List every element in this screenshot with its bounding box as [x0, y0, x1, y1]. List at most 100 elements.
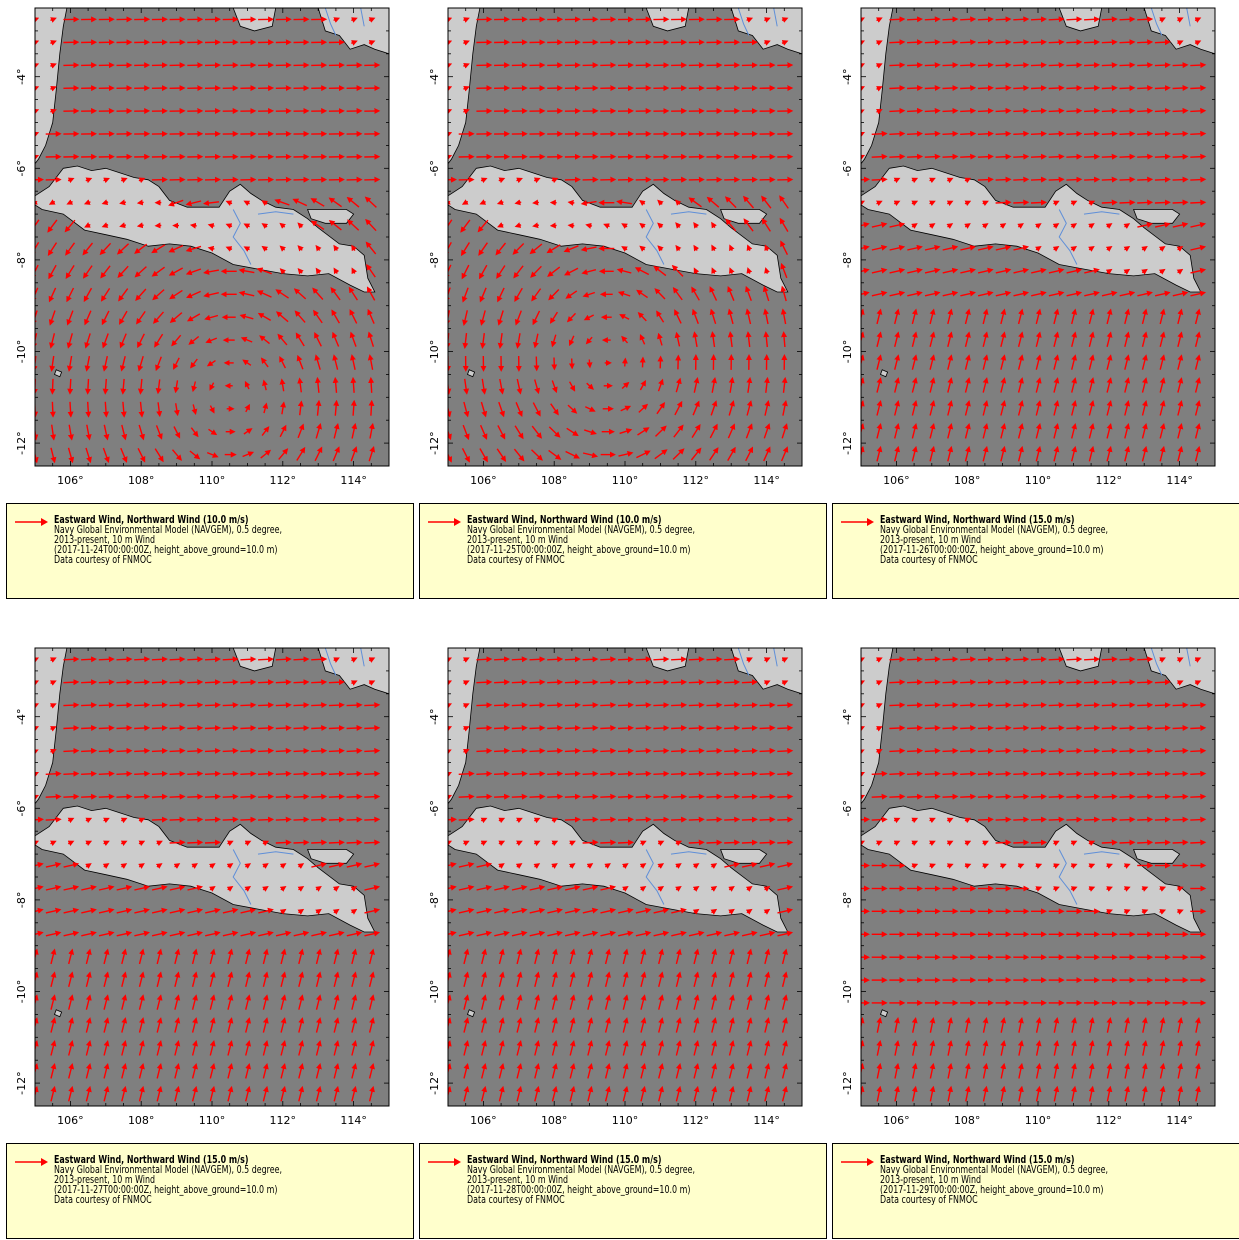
wind-vector: [1173, 157, 1187, 158]
legend-text: Eastward Wind, Northward Wind (15.0 m/s)…: [54, 1155, 282, 1205]
wind-vector: [1173, 134, 1187, 135]
wind-vector: [996, 659, 1010, 660]
wind-vector: [724, 705, 738, 706]
wind-vector: [152, 728, 166, 729]
wind-vector: [329, 705, 343, 706]
wind-vector: [996, 202, 1010, 203]
wind-vector: [530, 774, 544, 775]
wind-vector: [689, 774, 703, 775]
wind-vector: [170, 819, 184, 820]
wind-vector: [671, 774, 685, 775]
wind-vector: [1190, 65, 1204, 66]
wind-vector: [223, 659, 237, 660]
wind-map-panel: 106°108°110°112°114°-4°-6°-8°-10°-12°Eas…: [826, 0, 1239, 600]
wind-map: 106°108°110°112°114°-4°-6°-8°-10°-12°: [826, 640, 1239, 1140]
lat-tick-label: -10°: [15, 340, 28, 363]
wind-vector: [170, 682, 184, 683]
wind-vector: [565, 774, 579, 775]
wind-vector: [589, 360, 590, 367]
wind-vector: [1066, 88, 1080, 89]
wind-vector: [1137, 819, 1151, 820]
wind-vector: [46, 797, 60, 798]
wind-vector: [1031, 202, 1045, 203]
wind-vector: [1031, 797, 1045, 798]
wind-vector: [996, 111, 1010, 112]
wind-vector: [1049, 179, 1063, 180]
wind-vector: [276, 774, 290, 775]
wind-vector: [311, 728, 325, 729]
lon-tick-label: 108°: [541, 474, 568, 487]
wind-vector: [724, 682, 738, 683]
wind-vector: [742, 705, 756, 706]
wind-vector: [978, 42, 992, 43]
wind-vector: [1137, 659, 1151, 660]
wind-vector: [724, 819, 738, 820]
lon-tick-label: 106°: [470, 1114, 497, 1127]
lat-tick-label: -12°: [15, 431, 28, 454]
wind-vector: [63, 728, 77, 729]
wind-vector: [565, 659, 579, 660]
lon-tick-label: 108°: [128, 474, 155, 487]
wind-vector: [1084, 659, 1098, 660]
wind-vector: [240, 819, 254, 820]
wind-vector: [494, 659, 508, 660]
lon-tick-label: 110°: [199, 1114, 226, 1127]
wind-vector: [724, 659, 738, 660]
wind-vector: [872, 157, 886, 158]
wind-vector: [1049, 819, 1063, 820]
wind-vector: [600, 682, 614, 683]
wind-vector: [777, 774, 791, 775]
wind-vector: [99, 751, 113, 752]
lat-tick-label: -6°: [841, 800, 854, 816]
wind-vector: [205, 774, 219, 775]
wind-vector: [187, 819, 201, 820]
wind-vector: [565, 751, 579, 752]
wind-vector: [618, 819, 632, 820]
wind-vector: [1173, 819, 1187, 820]
wind-vector: [925, 728, 939, 729]
lon-tick-label: 108°: [541, 1114, 568, 1127]
wind-vector: [1190, 179, 1204, 180]
wind-vector: [1173, 842, 1187, 843]
wind-vector: [187, 751, 201, 752]
wind-vector: [1102, 797, 1116, 798]
wind-vector: [583, 682, 597, 683]
wind-vector: [760, 705, 774, 706]
wind-vector: [1013, 728, 1027, 729]
wind-vector: [1120, 842, 1134, 843]
wind-vector: [1066, 797, 1080, 798]
wind-vector: [570, 225, 575, 226]
wind-vector: [996, 682, 1010, 683]
wind-vector: [371, 379, 372, 393]
wind-vector: [1084, 134, 1098, 135]
wind-vector: [1013, 19, 1027, 20]
wind-vector: [459, 774, 473, 775]
wind-vector: [63, 705, 77, 706]
wind-vector: [872, 134, 886, 135]
wind-vector: [534, 225, 539, 226]
wind-vector: [925, 797, 939, 798]
wind-vector: [570, 202, 575, 203]
wind-vector: [960, 111, 974, 112]
wind-vector: [889, 134, 903, 135]
wind-vector: [565, 705, 579, 706]
wind-vector: [671, 682, 685, 683]
wind-vector: [618, 705, 632, 706]
wind-vector: [1190, 111, 1204, 112]
wind-vector: [1155, 797, 1169, 798]
wind-vector: [600, 659, 614, 660]
wind-vector: [777, 819, 791, 820]
wind-vector: [353, 402, 354, 416]
lat-tick-label: -10°: [428, 340, 441, 363]
wind-vector: [134, 682, 148, 683]
wind-vector: [99, 728, 113, 729]
wind-vector: [565, 728, 579, 729]
wind-vector: [1120, 797, 1134, 798]
wind-vector: [276, 728, 290, 729]
wind-vector: [996, 797, 1010, 798]
wind-vector: [1173, 774, 1187, 775]
wind-vector: [294, 705, 308, 706]
legend-arrow-icon: [15, 517, 49, 527]
lat-tick-label: -12°: [15, 1071, 28, 1094]
wind-vector: [70, 379, 71, 393]
